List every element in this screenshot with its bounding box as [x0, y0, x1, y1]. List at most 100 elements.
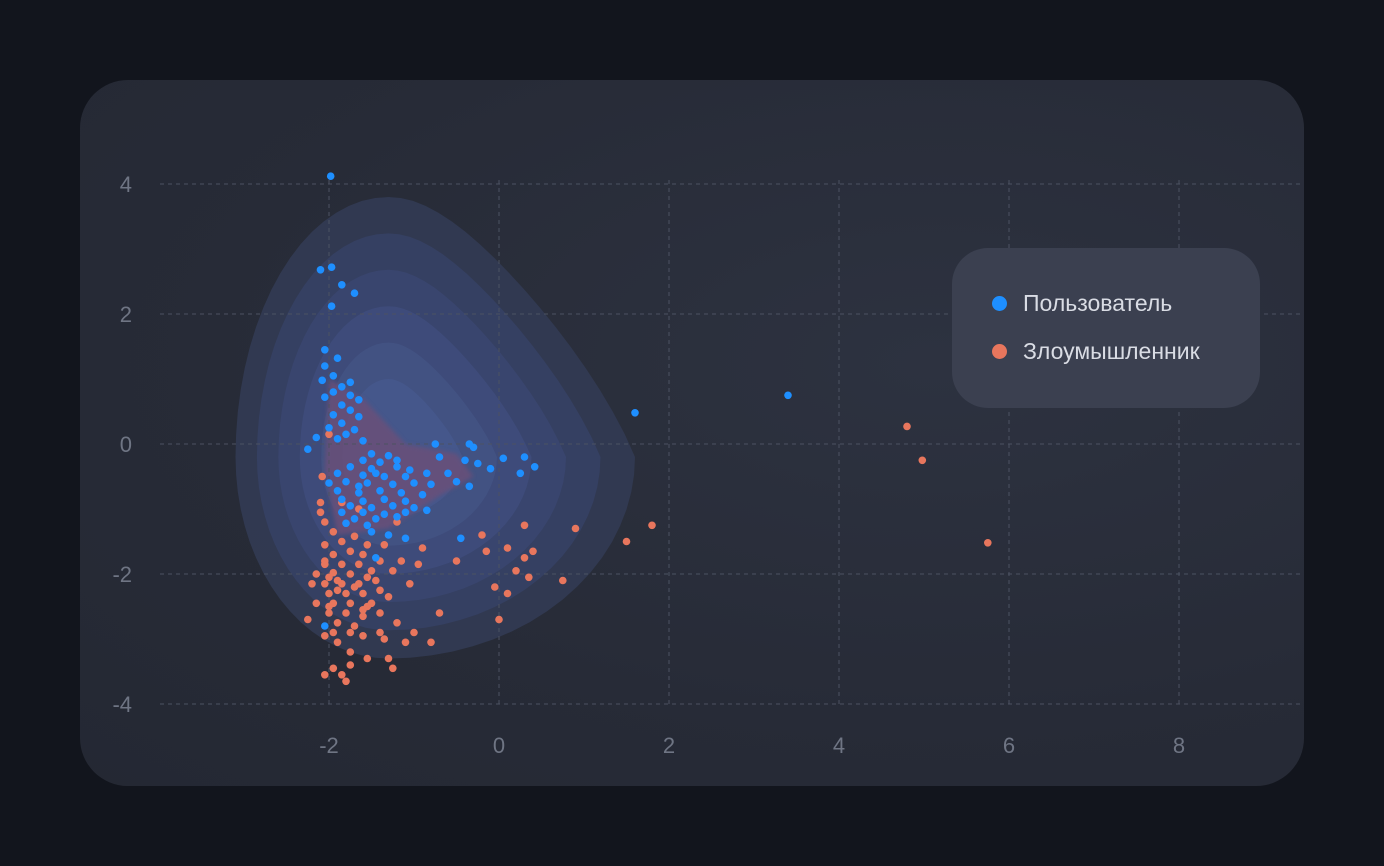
scatter-point [359, 508, 367, 517]
y-axis-ticks: 4 2 0 -2 -4 [112, 172, 132, 717]
scatter-point [427, 638, 435, 647]
scatter-point [503, 589, 512, 598]
scatter-point [346, 502, 355, 510]
scatter-point [342, 609, 350, 617]
scatter-point [491, 583, 499, 591]
scatter-point [342, 677, 350, 686]
scatter-point [410, 479, 418, 487]
scatter-point [380, 510, 389, 518]
scatter-point [359, 550, 367, 559]
scatter-point [452, 477, 461, 486]
scatter-point [384, 593, 393, 601]
scatter-point [325, 589, 333, 598]
scatter-point [342, 589, 350, 598]
scatter-point [342, 430, 350, 439]
scatter-point [338, 401, 346, 409]
scatter-point [338, 508, 346, 517]
scatter-point [318, 472, 326, 481]
scatter-point [355, 482, 363, 491]
scatter-point [346, 378, 355, 387]
scatter-point [367, 528, 376, 536]
scatter-point [350, 515, 359, 523]
scatter-point [571, 524, 580, 533]
scatter-point [333, 435, 342, 443]
scatter-point [312, 599, 321, 608]
scatter-point [380, 541, 389, 549]
scatter-point [316, 508, 325, 517]
series-user [304, 172, 1035, 630]
scatter-point [525, 573, 533, 582]
scatter-point [401, 638, 410, 647]
scatter-point [397, 557, 406, 565]
scatter-point [372, 554, 380, 562]
scatter-point [503, 544, 512, 552]
scatter-point [333, 487, 342, 495]
scatter-point [423, 506, 431, 515]
scatter-point [363, 479, 372, 487]
scatter-point [452, 557, 461, 565]
scatter-point [338, 560, 346, 569]
scatter-point [457, 534, 465, 543]
scatter-point [499, 454, 508, 463]
x-tick-label: 4 [833, 733, 845, 758]
x-tick-label: 6 [1003, 733, 1015, 758]
scatter-point [384, 531, 393, 539]
x-tick-label: 0 [493, 733, 505, 758]
scatter-point [427, 480, 435, 489]
scatter-point [418, 490, 427, 499]
scatter-point [465, 482, 474, 491]
scatter-point [333, 354, 342, 363]
y-tick-label: 4 [120, 172, 132, 197]
scatter-point [333, 576, 342, 585]
scatter-point [329, 528, 338, 536]
scatter-point [401, 472, 410, 481]
scatter-point [474, 459, 482, 468]
data-points [304, 172, 1035, 686]
scatter-point [338, 537, 346, 546]
scatter-point [321, 632, 329, 640]
y-tick-label: 2 [120, 302, 132, 327]
scatter-point [478, 531, 486, 539]
scatter-point [321, 346, 329, 354]
legend-label-attacker: Злоумышленник [1023, 337, 1200, 364]
scatter-point [346, 599, 355, 608]
scatter-point [461, 456, 469, 465]
scatter-point [465, 440, 474, 448]
y-tick-label: -2 [112, 562, 132, 587]
scatter-point [312, 570, 321, 578]
scatter-point [380, 635, 389, 643]
scatter-point [329, 628, 338, 637]
scatter-point [435, 609, 444, 617]
scatter-point [350, 289, 359, 297]
scatter-point [316, 498, 325, 507]
scatter-point [372, 576, 380, 585]
scatter-point [418, 544, 427, 552]
scatter-point [423, 469, 431, 478]
scatter-point [376, 487, 384, 495]
legend-dot-attacker [992, 343, 1007, 359]
scatter-point [327, 302, 336, 310]
scatter-point [346, 463, 355, 471]
legend-label-user: Пользователь [1023, 289, 1173, 316]
scatter-point [631, 409, 639, 417]
scatter-point [406, 580, 414, 588]
legend-item-user: Пользователь [992, 288, 1172, 318]
scatter-point [622, 537, 631, 546]
scatter-point [346, 547, 355, 556]
legend: Пользователь Злоумышленник [952, 248, 1260, 408]
scatter-point [384, 451, 393, 460]
scatter-point [376, 586, 384, 595]
scatter-point [380, 495, 389, 504]
scatter-point [495, 615, 503, 624]
scatter-point [918, 456, 927, 465]
scatter-point [435, 453, 444, 461]
scatter-point [326, 172, 335, 180]
scatter-point [346, 391, 355, 400]
scatter-point [321, 580, 329, 588]
scatter-point [321, 518, 329, 526]
scatter-point [318, 376, 326, 385]
scatter-point [410, 628, 418, 637]
scatter-point [346, 661, 355, 669]
scatter-point [363, 654, 372, 663]
scatter-point [359, 589, 367, 598]
